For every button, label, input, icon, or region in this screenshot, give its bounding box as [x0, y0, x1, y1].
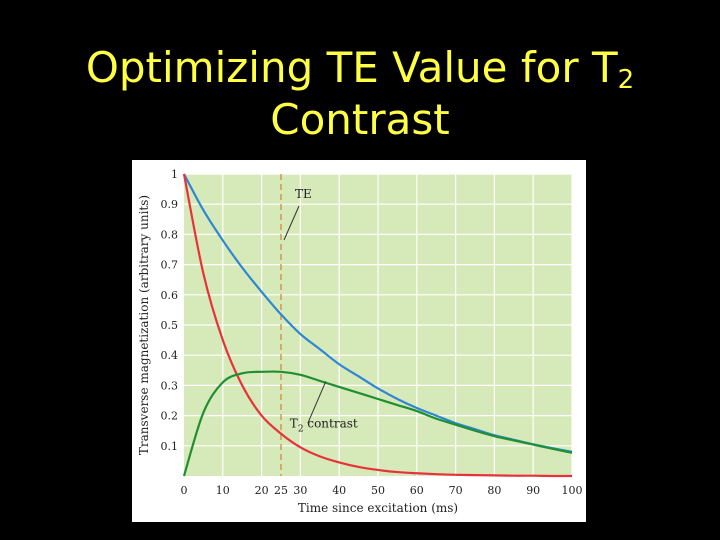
t2-contrast-pointer [307, 381, 327, 424]
y-axis-ticks: 0.1 0.2 0.3 0.4 0.5 0.6 0.7 0.8 0.9 1 [161, 168, 179, 453]
x-tick-label: 30 [293, 484, 307, 497]
x-tick-label: 50 [371, 484, 385, 497]
slide-title: Optimizing TE Value for T2 Contrast [0, 42, 720, 146]
x-axis-label: Time since excitation (ms) [298, 501, 458, 515]
chart-figure: 0.1 0.2 0.3 0.4 0.5 0.6 0.7 0.8 0.9 1 0 10 20 25 30 40… [132, 160, 586, 522]
te-label-pointer [283, 205, 300, 241]
y-tick-label: 0.4 [161, 349, 179, 362]
y-tick-label: 0.8 [161, 228, 179, 241]
y-tick-label: 0.1 [161, 440, 179, 453]
x-tick-label: 90 [526, 484, 540, 497]
curves [182, 173, 573, 478]
title-line-2: Contrast [270, 95, 450, 144]
x-tick-label: 100 [562, 484, 583, 497]
y-tick-label: 0.5 [161, 319, 179, 332]
y-tick-label: 0.9 [161, 198, 179, 211]
x-tick-label: 60 [410, 484, 424, 497]
x-tick-label: 40 [332, 484, 346, 497]
y-tick-label: 0.6 [161, 289, 179, 302]
title-line-1: Optimizing TE Value for T2 [85, 43, 635, 95]
y-tick-label: 1 [171, 168, 178, 181]
curve-short-t2 [182, 173, 573, 478]
x-tick-label: 25 [274, 484, 288, 497]
x-tick-label: 20 [255, 484, 269, 497]
y-tick-label: 0.2 [161, 410, 179, 423]
grid-lines [184, 173, 573, 476]
transverse-magnetization-chart: 0.1 0.2 0.3 0.4 0.5 0.6 0.7 0.8 0.9 1 0 10 20 25 30 40… [137, 168, 583, 515]
t2-contrast-label: T2 contrast [290, 417, 358, 435]
te-label: TE [295, 187, 312, 201]
x-tick-label: 70 [449, 484, 463, 497]
x-axis-ticks: 0 10 20 25 30 40 50 60 70 80 90 100 [181, 484, 583, 497]
x-tick-label: 0 [181, 484, 188, 497]
y-axis-label: Transverse magnetization (arbitrary unit… [137, 195, 151, 455]
curve-contrast [182, 370, 573, 477]
x-tick-label: 10 [216, 484, 230, 497]
y-tick-label: 0.3 [161, 379, 179, 392]
x-tick-label: 80 [487, 484, 501, 497]
y-tick-label: 0.7 [161, 259, 179, 272]
